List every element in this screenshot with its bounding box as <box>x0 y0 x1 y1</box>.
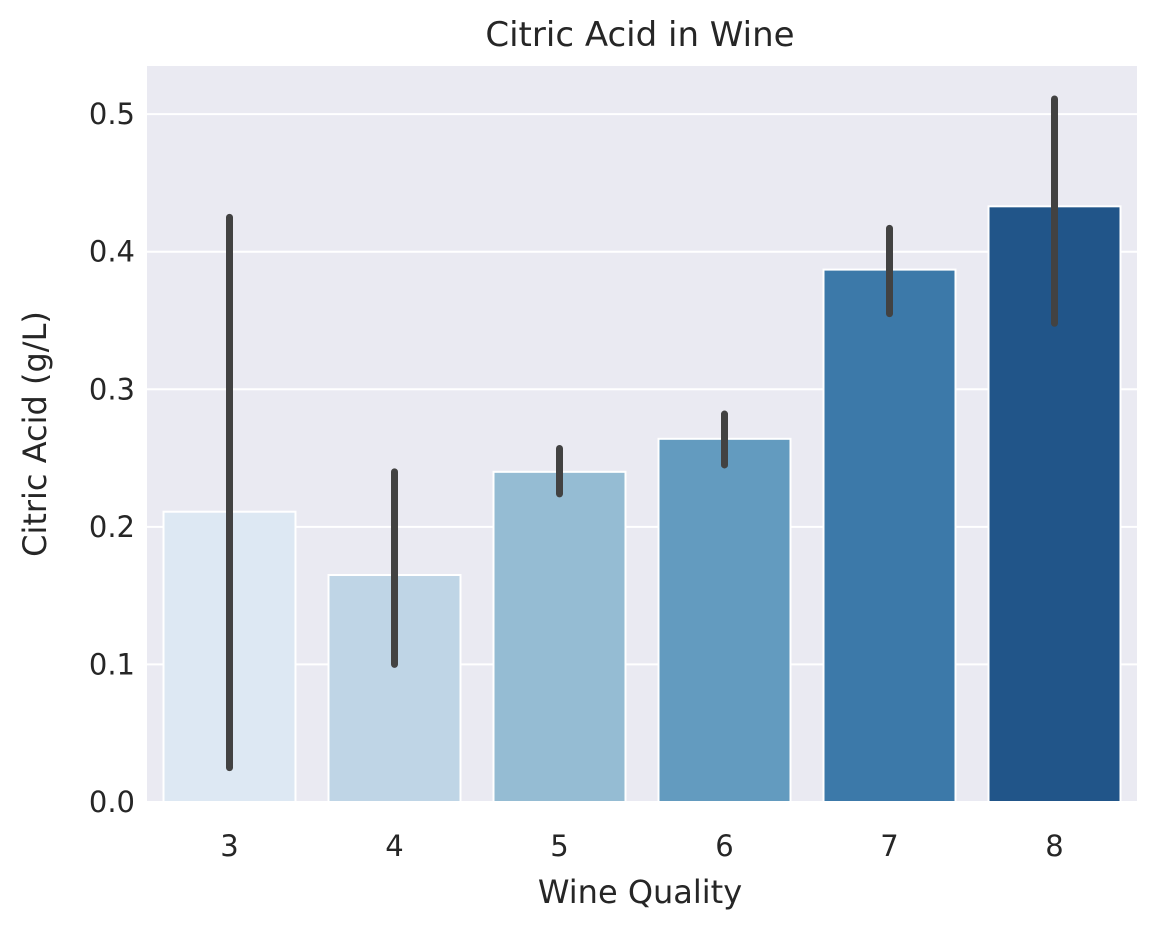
gridlines <box>147 113 1137 803</box>
error-bars <box>226 95 1058 772</box>
x-tick-label: 7 <box>880 829 898 863</box>
x-tick-label: 4 <box>385 829 403 863</box>
bar <box>822 268 957 803</box>
bar <box>492 470 627 803</box>
y-tick-label: 0.1 <box>89 647 135 681</box>
x-tick-label: 6 <box>715 829 733 863</box>
chart-title: Citric Acid in Wine <box>485 15 794 55</box>
x-tick-labels: 3 4 5 6 7 8 <box>220 829 1063 863</box>
y-tick-labels: 0.0 0.1 0.2 0.3 0.4 0.5 <box>89 97 135 819</box>
y-tick-label: 0.2 <box>89 510 135 544</box>
y-tick-label: 0.5 <box>89 97 135 131</box>
y-tick-label: 0.4 <box>89 235 135 269</box>
x-tick-label: 5 <box>550 829 568 863</box>
bar <box>657 437 792 803</box>
y-tick-label: 0.3 <box>89 372 135 406</box>
plot-background <box>147 66 1137 802</box>
x-tick-label: 3 <box>220 829 238 863</box>
y-tick-label: 0.0 <box>89 785 135 819</box>
x-axis-label: Wine Quality <box>538 873 742 911</box>
x-tick-label: 8 <box>1045 829 1063 863</box>
y-axis-label: Citric Acid (g/L) <box>16 311 54 557</box>
